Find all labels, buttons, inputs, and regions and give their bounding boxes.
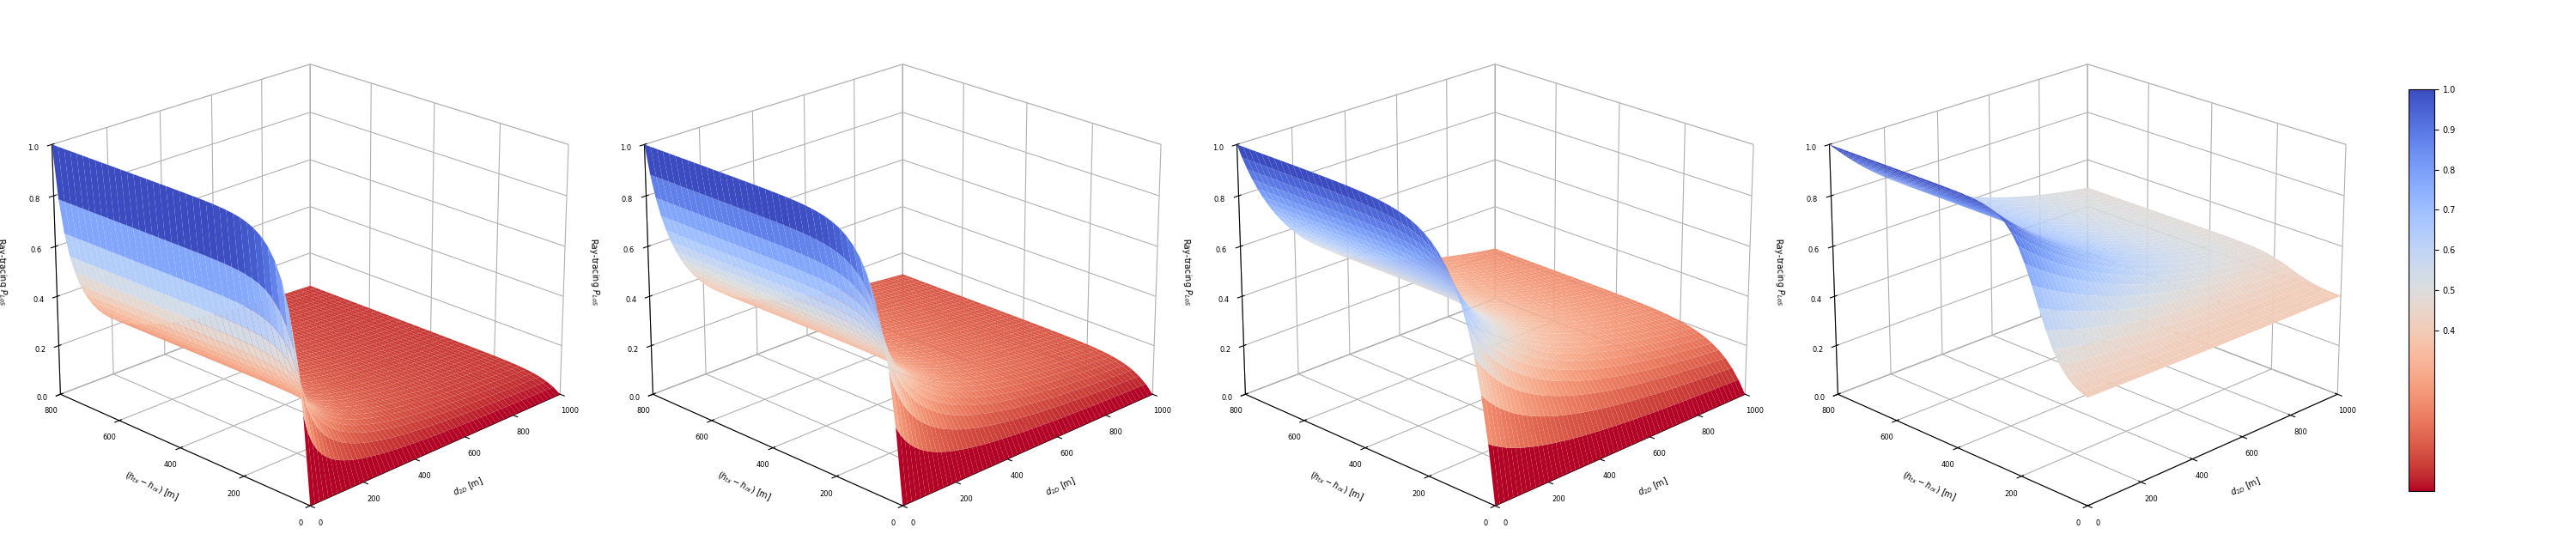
X-axis label: $d_{2D}$ [m]: $d_{2D}$ [m] <box>2228 474 2264 498</box>
Y-axis label: $(h_{tx}-h_{rx})$ [m]: $(h_{tx}-h_{rx})$ [m] <box>716 469 773 504</box>
Y-axis label: $(h_{tx}-h_{rx})$ [m]: $(h_{tx}-h_{rx})$ [m] <box>1901 469 1958 504</box>
X-axis label: $d_{2D}$ [m]: $d_{2D}$ [m] <box>1636 474 1672 498</box>
Y-axis label: $(h_{tx}-h_{rx})$ [m]: $(h_{tx}-h_{rx})$ [m] <box>1309 469 1365 504</box>
X-axis label: $d_{2D}$ [m]: $d_{2D}$ [m] <box>451 474 487 498</box>
Y-axis label: $(h_{tx}-h_{rx})$ [m]: $(h_{tx}-h_{rx})$ [m] <box>124 469 180 504</box>
X-axis label: $d_{2D}$ [m]: $d_{2D}$ [m] <box>1043 474 1079 498</box>
